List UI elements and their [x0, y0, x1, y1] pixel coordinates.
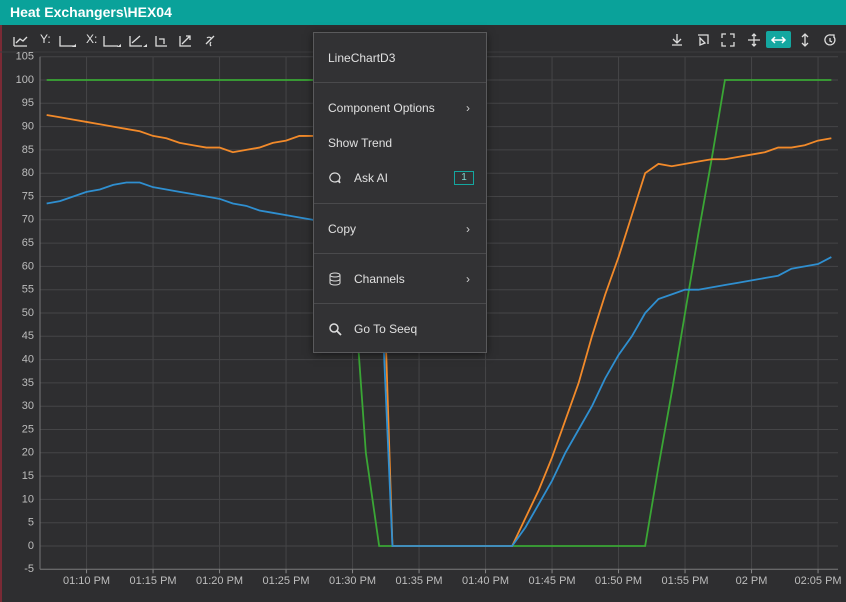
- toolbar-icon[interactable]: [59, 36, 76, 47]
- y-tick-label: 100: [16, 74, 34, 86]
- toolbar-icon[interactable]: [824, 34, 836, 46]
- menu-item-label: Channels: [354, 272, 405, 286]
- toolbar-icon[interactable]: [721, 33, 735, 47]
- y-tick-label: -5: [24, 563, 34, 575]
- context-menu: LineChartD3 Component Options › Show Tren…: [313, 32, 487, 353]
- menu-separator: [314, 203, 486, 204]
- plot: [46, 79, 832, 547]
- x-tick-label: 01:50 PM: [595, 575, 642, 587]
- x-tick-label: 01:30 PM: [329, 575, 376, 587]
- menu-item-label: Copy: [328, 222, 357, 236]
- y-tick-label: 25: [22, 423, 34, 435]
- x-tick-label: 01:20 PM: [196, 575, 243, 587]
- y-tick-label: 105: [16, 51, 34, 63]
- axis-labels: -5 0 5 10 15 20 25 30 35 40 45 50 55 60 65 70 75 80 85 90 95…: [16, 51, 842, 588]
- y-tick-label: 60: [22, 260, 34, 272]
- menu-item[interactable]: Copy ›: [314, 214, 486, 244]
- y-tick-label: 90: [22, 121, 34, 133]
- toolbar: Y: X:: [13, 31, 836, 48]
- menu-icon: [329, 172, 341, 184]
- menu-item[interactable]: Component Options ›: [314, 93, 486, 123]
- menu-separator: [314, 303, 486, 304]
- menu-icon: [329, 323, 342, 336]
- menu-separator: [314, 253, 486, 254]
- y-tick-label: 50: [22, 307, 34, 319]
- toolbar-icon[interactable]: [672, 34, 682, 46]
- menu-item[interactable]: Channels ›: [314, 264, 486, 294]
- series-line: [46, 181, 832, 547]
- x-axis-label: X:: [86, 32, 97, 46]
- toolbar-icon[interactable]: [13, 36, 28, 47]
- x-tick-label: 01:40 PM: [462, 575, 509, 587]
- toolbar-icon: [770, 36, 787, 44]
- menu-item[interactable]: Go To Seeq: [314, 314, 486, 344]
- y-tick-label: 95: [22, 97, 34, 109]
- y-tick-label: 75: [22, 190, 34, 202]
- menu-item-label: Component Options: [328, 101, 435, 115]
- y-tick-label: 85: [22, 144, 34, 156]
- y-tick-label: 65: [22, 237, 34, 249]
- panel-title: Heat Exchangers\HEX04: [10, 4, 172, 20]
- x-tick-label: 01:15 PM: [130, 575, 177, 587]
- y-tick-label: 80: [22, 167, 34, 179]
- menu-item[interactable]: Show Trend: [314, 128, 486, 158]
- menu-item-label: Go To Seeq: [354, 322, 418, 336]
- toolbar-icon[interactable]: [205, 35, 215, 47]
- y-tick-label: 55: [22, 284, 34, 296]
- x-tick-label: 01:10 PM: [63, 575, 110, 587]
- y-tick-label: 15: [22, 470, 34, 482]
- toolbar-icon[interactable]: [698, 34, 709, 46]
- x-tick-label: 02:05 PM: [795, 575, 842, 587]
- y-tick-label: 10: [22, 493, 34, 505]
- y-tick-label: 35: [22, 377, 34, 389]
- toolbar-icon[interactable]: [801, 33, 809, 47]
- menu-icon: [329, 272, 341, 286]
- y-tick-label: 45: [22, 330, 34, 342]
- menu-item-label: Ask AI: [354, 171, 389, 185]
- x-tick-label: 02 PM: [736, 575, 768, 587]
- x-tick-label: 01:45 PM: [529, 575, 576, 587]
- menu-separator: [314, 82, 486, 83]
- y-tick-label: 20: [22, 447, 34, 459]
- panel-edge: [0, 25, 2, 602]
- submenu-arrow: ›: [466, 222, 470, 236]
- panel-header: Heat Exchangers\HEX04: [0, 0, 846, 25]
- menu-title-text: LineChartD3: [328, 51, 396, 65]
- y-tick-label: 0: [28, 540, 34, 552]
- menu-title: LineChartD3: [314, 43, 486, 73]
- x-tick-label: 01:35 PM: [396, 575, 443, 587]
- y-tick-label: 30: [22, 400, 34, 412]
- toolbar-icon[interactable]: [129, 35, 147, 47]
- menu-item-label: Show Trend: [328, 136, 393, 150]
- y-axis-label: Y:: [40, 32, 51, 46]
- menu-badge: 1: [454, 171, 474, 185]
- toolbar-icon[interactable]: [748, 33, 760, 47]
- y-tick-label: 70: [22, 214, 34, 226]
- x-tick-label: 01:55 PM: [662, 575, 709, 587]
- toolbar-icon[interactable]: [155, 36, 167, 47]
- submenu-arrow: ›: [466, 101, 470, 115]
- grid: [39, 56, 838, 574]
- menu-item[interactable]: Ask AI 1: [314, 163, 486, 193]
- y-tick-label: 40: [22, 354, 34, 366]
- toolbar-icon[interactable]: [103, 36, 121, 47]
- submenu-arrow: ›: [466, 272, 470, 286]
- y-tick-label: 5: [28, 517, 34, 529]
- x-tick-label: 01:25 PM: [263, 575, 310, 587]
- toolbar-icon[interactable]: [179, 35, 191, 47]
